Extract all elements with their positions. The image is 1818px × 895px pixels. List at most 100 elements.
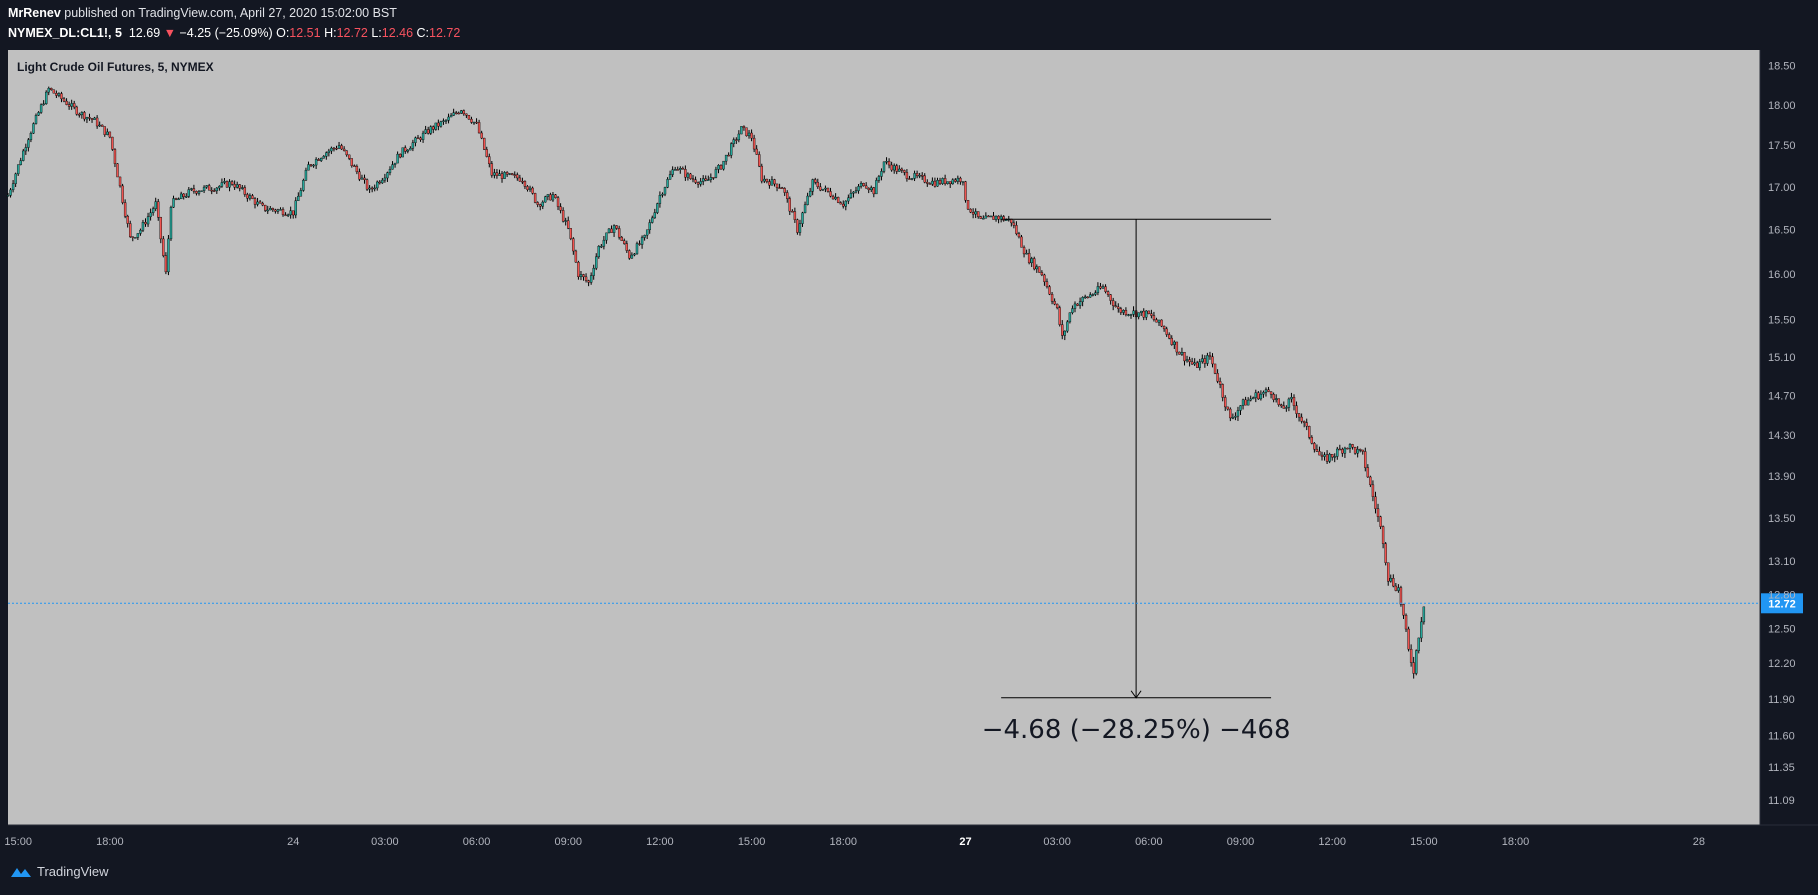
- candle-body: [610, 228, 613, 233]
- x-tick-label: 15:00: [1410, 836, 1438, 848]
- candle-body: [9, 189, 12, 196]
- candle-body: [1277, 398, 1280, 405]
- candle-body: [1183, 352, 1186, 362]
- candle-body: [286, 214, 290, 217]
- candle-body: [1308, 426, 1311, 438]
- candle-body: [640, 237, 644, 245]
- plot-area[interactable]: [8, 50, 1760, 825]
- candle-body: [910, 178, 914, 180]
- candle-body: [1193, 362, 1196, 365]
- candle-body: [1417, 637, 1420, 651]
- candle-body: [1168, 334, 1171, 339]
- candle-body: [712, 177, 715, 179]
- candle-body: [88, 117, 91, 119]
- x-tick-label: 28: [1693, 836, 1705, 848]
- candle-body: [103, 126, 106, 135]
- candle-body: [943, 178, 947, 184]
- candle-body: [1058, 307, 1061, 325]
- candle-body: [80, 112, 84, 116]
- candle-body: [1392, 578, 1395, 587]
- candle-body: [844, 200, 848, 207]
- candle-body: [472, 121, 476, 124]
- candle-body: [569, 228, 572, 239]
- candle-body: [381, 179, 384, 184]
- candle-body: [572, 238, 575, 252]
- candle-body: [327, 150, 331, 153]
- candle-body: [635, 243, 639, 255]
- candle-body: [1170, 337, 1173, 345]
- x-tick-label: 12:00: [646, 836, 674, 848]
- candle-body: [526, 186, 529, 190]
- candle-body: [335, 148, 338, 150]
- candle-body: [722, 160, 725, 170]
- candle-body: [439, 121, 443, 127]
- author-name[interactable]: MrRenev: [8, 6, 61, 20]
- last-price-marker: 12.72: [8, 593, 1803, 614]
- candle-body: [931, 180, 934, 185]
- candle-body: [1330, 454, 1334, 458]
- candle-body: [233, 184, 236, 188]
- candle-body: [684, 169, 687, 178]
- candle-body: [679, 168, 682, 170]
- candle-body: [1147, 310, 1151, 314]
- candle-body: [210, 190, 213, 192]
- candle-body: [182, 193, 185, 197]
- candle-body: [717, 164, 720, 170]
- candle-body: [1180, 352, 1184, 355]
- candle-body: [1389, 578, 1392, 582]
- candle-body: [607, 228, 611, 234]
- candle-body: [587, 280, 590, 283]
- candle-body: [814, 179, 817, 183]
- y-tick-label: 11.09: [1768, 795, 1795, 807]
- candle-body: [197, 191, 201, 194]
- candle-body: [523, 180, 527, 187]
- low-label: L:: [371, 26, 382, 40]
- ticker-line: NYMEX_DL:CL1!, 5 12.69 ▼ −4.25 (−25.09%)…: [8, 26, 460, 40]
- candle-body: [834, 197, 837, 200]
- candle-body: [1033, 258, 1036, 270]
- candle-body: [307, 164, 310, 171]
- candle-body: [941, 178, 944, 184]
- candle-body: [857, 186, 860, 191]
- candle-body: [393, 162, 397, 165]
- candle-body: [340, 145, 343, 150]
- candle-body: [1241, 399, 1245, 406]
- candle-body: [337, 145, 341, 149]
- candle-body: [83, 112, 86, 120]
- candle-body: [1117, 306, 1120, 309]
- candle-body: [429, 126, 432, 134]
- candle-body: [648, 222, 651, 231]
- y-tick-label: 14.30: [1768, 430, 1796, 442]
- candle-body: [220, 182, 224, 187]
- candle-body: [317, 159, 320, 161]
- candle-body: [1119, 308, 1123, 313]
- candle-body: [1027, 252, 1031, 264]
- candle-body: [297, 195, 300, 201]
- candle-body: [541, 201, 544, 207]
- candle-body: [801, 212, 804, 224]
- x-tick-label: 03:00: [371, 836, 399, 848]
- candle-body: [839, 202, 842, 205]
- candle-body: [432, 126, 435, 130]
- candle-body: [235, 184, 239, 188]
- candle-body: [154, 201, 157, 209]
- candle-body: [821, 188, 825, 191]
- candle-body: [179, 193, 183, 200]
- x-tick-label: 18:00: [1502, 836, 1530, 848]
- candle-body: [202, 186, 206, 191]
- candle-body: [946, 181, 949, 184]
- candle-body: [561, 210, 565, 222]
- candle-body: [701, 178, 705, 182]
- x-tick-label: 15:00: [738, 836, 766, 848]
- candle-body: [1040, 272, 1044, 276]
- candle-body: [426, 129, 430, 134]
- candle-body: [836, 197, 840, 203]
- candle-body: [157, 201, 160, 218]
- footer-brand[interactable]: TradingView: [10, 864, 109, 879]
- candle-body: [788, 198, 791, 212]
- candles: [6, 86, 1426, 679]
- candle-body: [1106, 291, 1110, 295]
- candle-body: [1351, 444, 1354, 448]
- candle-body: [498, 173, 501, 176]
